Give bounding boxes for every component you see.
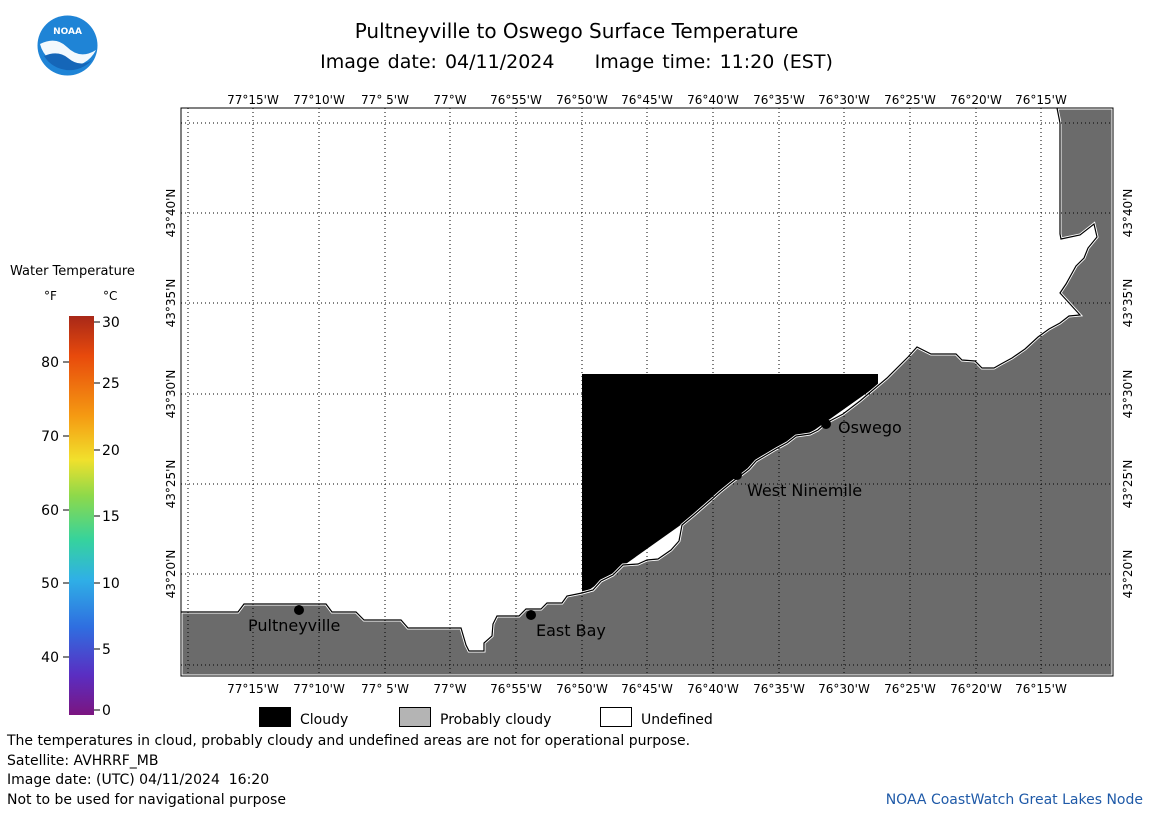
lat-label-right: 43°40'N bbox=[1121, 189, 1135, 238]
lon-label-bottom: 77° 5'W bbox=[361, 682, 409, 696]
image-date-time: Image date: 04/11/2024 Image time: 11:20… bbox=[320, 51, 833, 73]
color-scale-bar bbox=[69, 316, 94, 715]
place-marker-east-bay bbox=[526, 610, 536, 620]
color-scale-title: Water Temperature bbox=[10, 264, 135, 279]
surface-temperature-map: 77°15'W 77°10'W 77° 5'W 77°W 76°55'W 76°… bbox=[164, 93, 1135, 696]
place-marker-oswego bbox=[821, 419, 831, 429]
credit-text: NOAA CoastWatch Great Lakes Node bbox=[885, 792, 1143, 808]
place-label-east-bay: East Bay bbox=[536, 621, 606, 640]
lon-label-top: 77°10'W bbox=[293, 93, 345, 107]
lon-label-bottom: 76°30'W bbox=[818, 682, 870, 696]
c-tick-label: 15 bbox=[102, 509, 120, 525]
lon-label-top: 77°W bbox=[433, 93, 466, 107]
lon-label-top: 76°40'W bbox=[687, 93, 739, 107]
f-tick-label: 40 bbox=[41, 650, 59, 666]
legend-cloudy-label: Cloudy bbox=[300, 712, 349, 728]
legend-probably-cloudy: Probably cloudy bbox=[399, 707, 579, 729]
page-title: Pultneyville to Oswego Surface Temperatu… bbox=[354, 19, 799, 43]
c-tick-label: 0 bbox=[102, 703, 111, 719]
f-tick-label: 60 bbox=[41, 503, 59, 519]
lon-label-bottom: 76°45'W bbox=[621, 682, 673, 696]
f-tick-label: 70 bbox=[41, 429, 59, 445]
c-ticks bbox=[94, 321, 100, 711]
place-marker-west-ninemile bbox=[732, 470, 742, 480]
place-marker-pultneyville bbox=[294, 605, 304, 615]
legend-undefined: Undefined bbox=[600, 707, 730, 729]
lon-label-top: 76°30'W bbox=[818, 93, 870, 107]
legend-probably-cloudy-swatch bbox=[399, 707, 431, 727]
place-label-oswego: Oswego bbox=[838, 418, 902, 437]
legend-undefined-swatch bbox=[600, 707, 632, 727]
f-tick-label: 80 bbox=[41, 355, 59, 371]
lon-label-bottom: 76°25'W bbox=[884, 682, 936, 696]
lon-label-bottom: 76°55'W bbox=[490, 682, 542, 696]
unit-fahrenheit: °F bbox=[44, 289, 57, 303]
lat-label-right: 43°25'N bbox=[1121, 460, 1135, 509]
shoreline bbox=[181, 107, 1098, 652]
lat-label-left: 43°40'N bbox=[164, 189, 178, 238]
lat-label-right: 43°20'N bbox=[1121, 550, 1135, 599]
lon-label-top: 76°50'W bbox=[556, 93, 608, 107]
lon-label-bottom: 76°35'W bbox=[753, 682, 805, 696]
lat-label-left: 43°35'N bbox=[164, 279, 178, 328]
c-tick-label: 30 bbox=[102, 315, 120, 331]
lon-label-bottom: 77°10'W bbox=[293, 682, 345, 696]
noaa-logo: NOAA bbox=[37, 15, 98, 76]
lat-label-right: 43°35'N bbox=[1121, 279, 1135, 328]
lon-label-bottom: 76°20'W bbox=[950, 682, 1002, 696]
f-tick-label: 50 bbox=[41, 576, 59, 592]
disclaimer-note: The temperatures in cloud, probably clou… bbox=[7, 733, 691, 749]
lon-label-top: 76°15'W bbox=[1015, 93, 1067, 107]
lon-label-bottom: 76°40'W bbox=[687, 682, 739, 696]
lon-label-top: 76°25'W bbox=[884, 93, 936, 107]
lon-label-bottom: 77°W bbox=[433, 682, 466, 696]
c-tick-label: 20 bbox=[102, 443, 120, 459]
legend-probably-cloudy-label: Probably cloudy bbox=[440, 712, 552, 728]
lat-label-left: 43°25'N bbox=[164, 460, 178, 509]
color-scale: 80 70 60 50 40 30 25 20 15 10 5 0 bbox=[41, 315, 120, 719]
legend-undefined-label: Undefined bbox=[641, 712, 713, 728]
graticule bbox=[181, 108, 1113, 676]
legend-cloudy-swatch bbox=[259, 707, 291, 727]
lon-label-top: 76°55'W bbox=[490, 93, 542, 107]
c-tick-label: 5 bbox=[102, 642, 111, 658]
unit-celsius: °C bbox=[103, 289, 118, 303]
utc-date-note: Image date: (UTC) 04/11/2024 16:20 bbox=[7, 772, 270, 788]
lat-label-right: 43°30'N bbox=[1121, 370, 1135, 419]
f-ticks bbox=[63, 361, 69, 658]
c-tick-label: 25 bbox=[102, 376, 120, 392]
place-label-west-ninemile: West Ninemile bbox=[747, 481, 862, 500]
noaa-logo-text: NOAA bbox=[53, 27, 82, 37]
navigation-note: Not to be used for navigational purpose bbox=[7, 792, 286, 808]
lon-label-top: 76°35'W bbox=[753, 93, 805, 107]
lat-label-left: 43°20'N bbox=[164, 550, 178, 599]
lon-label-bottom: 76°50'W bbox=[556, 682, 608, 696]
place-label-pultneyville: Pultneyville bbox=[248, 616, 340, 635]
lon-label-bottom: 77°15'W bbox=[227, 682, 279, 696]
lat-label-left: 43°30'N bbox=[164, 370, 178, 419]
lon-label-top: 77° 5'W bbox=[361, 93, 409, 107]
lon-label-bottom: 76°15'W bbox=[1015, 682, 1067, 696]
c-tick-label: 10 bbox=[102, 576, 120, 592]
map-frame bbox=[180, 107, 1114, 677]
lon-label-top: 76°45'W bbox=[621, 93, 673, 107]
satellite-note: Satellite: AVHRRF_MB bbox=[7, 753, 159, 769]
lon-label-top: 77°15'W bbox=[227, 93, 279, 107]
legend-cloudy: Cloudy bbox=[259, 707, 369, 729]
lon-label-top: 76°20'W bbox=[950, 93, 1002, 107]
